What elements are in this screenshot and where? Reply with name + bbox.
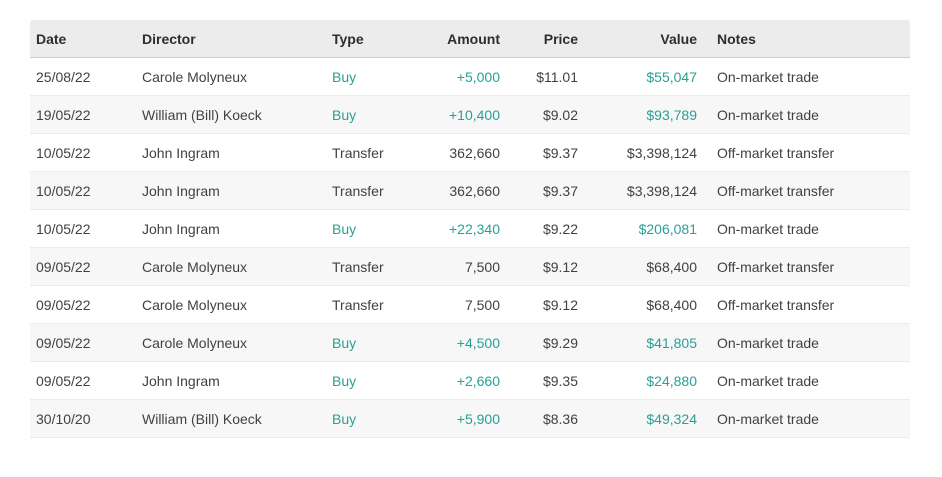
date-cell: 10/05/22 xyxy=(30,171,136,210)
price-cell: $8.36 xyxy=(506,399,584,438)
value-cell: $55,047 xyxy=(584,57,703,96)
price-cell: $9.12 xyxy=(506,285,584,324)
notes-cell: On-market trade xyxy=(703,95,910,134)
amount-cell: +22,340 xyxy=(420,209,506,248)
date-cell: 10/05/22 xyxy=(30,209,136,248)
date-cell: 25/08/22 xyxy=(30,57,136,96)
table-row: 19/05/22 William (Bill) Koeck Buy +10,40… xyxy=(30,95,910,134)
value-cell: $24,880 xyxy=(584,361,703,400)
notes-cell: On-market trade xyxy=(703,323,910,362)
date-cell: 09/05/22 xyxy=(30,323,136,362)
column-header-amount: Amount xyxy=(420,20,506,58)
type-cell: Transfer xyxy=(326,285,420,324)
value-cell: $68,400 xyxy=(584,285,703,324)
date-cell: 09/05/22 xyxy=(30,285,136,324)
table-row: 25/08/22 Carole Molyneux Buy +5,000 $11.… xyxy=(30,57,910,96)
type-cell: Transfer xyxy=(326,247,420,286)
director-cell: Carole Molyneux xyxy=(136,285,326,324)
value-cell: $3,398,124 xyxy=(584,171,703,210)
type-cell: Transfer xyxy=(326,171,420,210)
director-cell: John Ingram xyxy=(136,171,326,210)
price-cell: $9.29 xyxy=(506,323,584,362)
type-cell: Transfer xyxy=(326,133,420,172)
table-row: 09/05/22 Carole Molyneux Transfer 7,500 … xyxy=(30,285,910,324)
table-row: 10/05/22 John Ingram Transfer 362,660 $9… xyxy=(30,133,910,172)
notes-cell: Off-market transfer xyxy=(703,247,910,286)
value-cell: $41,805 xyxy=(584,323,703,362)
type-cell: Buy xyxy=(326,399,420,438)
type-cell: Buy xyxy=(326,95,420,134)
amount-cell: 362,660 xyxy=(420,171,506,210)
column-header-price: Price xyxy=(506,20,584,58)
notes-cell: Off-market transfer xyxy=(703,171,910,210)
amount-cell: +2,660 xyxy=(420,361,506,400)
table-row: 10/05/22 John Ingram Transfer 362,660 $9… xyxy=(30,171,910,210)
value-cell: $206,081 xyxy=(584,209,703,248)
value-cell: $3,398,124 xyxy=(584,133,703,172)
notes-cell: On-market trade xyxy=(703,57,910,96)
type-cell: Buy xyxy=(326,323,420,362)
director-cell: Carole Molyneux xyxy=(136,323,326,362)
amount-cell: 7,500 xyxy=(420,247,506,286)
price-cell: $9.12 xyxy=(506,247,584,286)
director-cell: Carole Molyneux xyxy=(136,57,326,96)
header-row: Date Director Type Amount Price Value No… xyxy=(30,20,910,58)
value-cell: $68,400 xyxy=(584,247,703,286)
amount-cell: +5,000 xyxy=(420,57,506,96)
transactions-table: Date Director Type Amount Price Value No… xyxy=(30,20,910,438)
director-transactions-table: Date Director Type Amount Price Value No… xyxy=(30,20,910,438)
table-row: 09/05/22 John Ingram Buy +2,660 $9.35 $2… xyxy=(30,361,910,400)
notes-cell: On-market trade xyxy=(703,399,910,438)
notes-cell: Off-market transfer xyxy=(703,133,910,172)
date-cell: 30/10/20 xyxy=(30,399,136,438)
director-cell: John Ingram xyxy=(136,209,326,248)
amount-cell: +4,500 xyxy=(420,323,506,362)
table-body: 25/08/22 Carole Molyneux Buy +5,000 $11.… xyxy=(30,57,910,438)
amount-cell: +10,400 xyxy=(420,95,506,134)
director-cell: William (Bill) Koeck xyxy=(136,399,326,438)
value-cell: $49,324 xyxy=(584,399,703,438)
price-cell: $9.02 xyxy=(506,95,584,134)
date-cell: 09/05/22 xyxy=(30,361,136,400)
director-cell: William (Bill) Koeck xyxy=(136,95,326,134)
column-header-value: Value xyxy=(584,20,703,58)
director-cell: Carole Molyneux xyxy=(136,247,326,286)
table-row: 30/10/20 William (Bill) Koeck Buy +5,900… xyxy=(30,399,910,438)
table-row: 09/05/22 Carole Molyneux Buy +4,500 $9.2… xyxy=(30,323,910,362)
type-cell: Buy xyxy=(326,57,420,96)
date-cell: 10/05/22 xyxy=(30,133,136,172)
price-cell: $9.22 xyxy=(506,209,584,248)
column-header-director: Director xyxy=(136,20,326,58)
notes-cell: Off-market transfer xyxy=(703,285,910,324)
type-cell: Buy xyxy=(326,361,420,400)
column-header-notes: Notes xyxy=(703,20,910,58)
column-header-date: Date xyxy=(30,20,136,58)
date-cell: 19/05/22 xyxy=(30,95,136,134)
price-cell: $9.35 xyxy=(506,361,584,400)
notes-cell: On-market trade xyxy=(703,209,910,248)
price-cell: $9.37 xyxy=(506,133,584,172)
amount-cell: 7,500 xyxy=(420,285,506,324)
notes-cell: On-market trade xyxy=(703,361,910,400)
date-cell: 09/05/22 xyxy=(30,247,136,286)
director-cell: John Ingram xyxy=(136,133,326,172)
amount-cell: +5,900 xyxy=(420,399,506,438)
price-cell: $11.01 xyxy=(506,57,584,96)
table-row: 09/05/22 Carole Molyneux Transfer 7,500 … xyxy=(30,247,910,286)
table-row: 10/05/22 John Ingram Buy +22,340 $9.22 $… xyxy=(30,209,910,248)
column-header-type: Type xyxy=(326,20,420,58)
type-cell: Buy xyxy=(326,209,420,248)
director-cell: John Ingram xyxy=(136,361,326,400)
amount-cell: 362,660 xyxy=(420,133,506,172)
value-cell: $93,789 xyxy=(584,95,703,134)
price-cell: $9.37 xyxy=(506,171,584,210)
